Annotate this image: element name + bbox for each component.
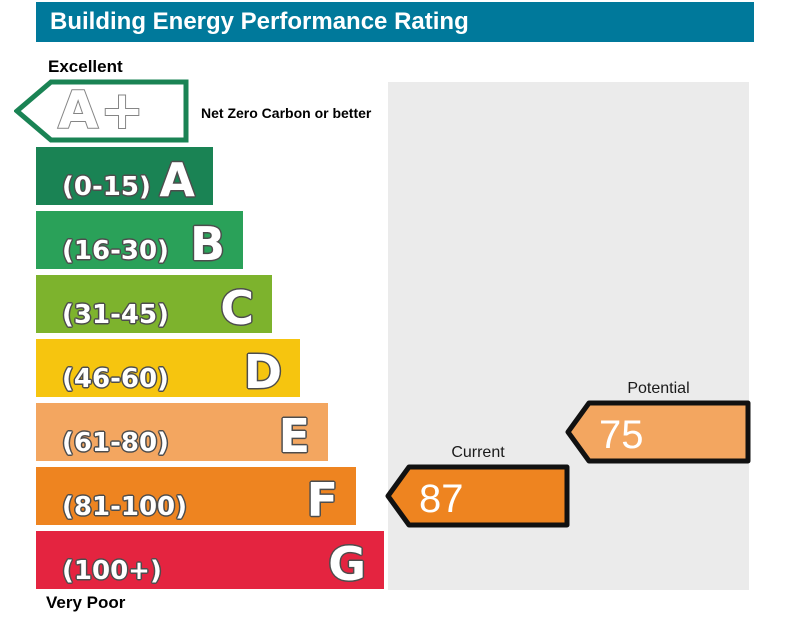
current-marker-shape	[385, 464, 570, 528]
net-zero-arrow: A+	[14, 79, 189, 143]
potential-marker-shape	[565, 400, 751, 464]
band-range-label: (31-45)	[62, 300, 169, 330]
current-marker-label: Current	[451, 444, 505, 461]
band-row-f: (81-100) F	[36, 467, 356, 525]
band-range-label: (81-100)	[62, 492, 188, 522]
band-row-d: (46-60) D	[36, 339, 300, 397]
band-letter: E	[278, 409, 310, 464]
potential-marker-label: Potential	[627, 380, 690, 397]
current-marker-arrow: 87	[385, 464, 570, 528]
net-zero-note: Net Zero Carbon or better	[201, 105, 372, 121]
band-row-c: (31-45) C	[36, 275, 272, 333]
net-zero-band-letter: A+	[58, 81, 146, 141]
band-letter: B	[189, 217, 225, 272]
current-marker-value: 87	[419, 477, 464, 521]
band-row-g: (100+) G	[36, 531, 384, 589]
band-letter: D	[243, 345, 282, 400]
scale-label-excellent: Excellent	[48, 57, 123, 76]
band-range-label: (16-30)	[62, 236, 169, 266]
band-row-e: (61-80) E	[36, 403, 328, 461]
band-row-a: (0-15) A	[36, 147, 213, 205]
band-range-label: (46-60)	[62, 364, 169, 394]
potential-marker-value: 75	[599, 413, 644, 457]
band-letter: G	[328, 537, 366, 592]
band-range-label: (100+)	[62, 556, 162, 586]
scale-label-very-poor: Very Poor	[46, 593, 126, 612]
page-title: Building Energy Performance Rating	[50, 8, 469, 35]
band-range-label: (0-15)	[62, 172, 151, 202]
title-bar: Building Energy Performance Rating	[36, 2, 754, 42]
band-letter: F	[306, 473, 338, 528]
potential-marker-arrow: 75	[565, 400, 751, 464]
band-range-label: (61-80)	[62, 428, 169, 458]
band-letter: C	[220, 281, 254, 336]
band-row-b: (16-30) B	[36, 211, 243, 269]
net-zero-arrow-shape	[14, 79, 189, 143]
band-letter: A	[159, 153, 195, 208]
